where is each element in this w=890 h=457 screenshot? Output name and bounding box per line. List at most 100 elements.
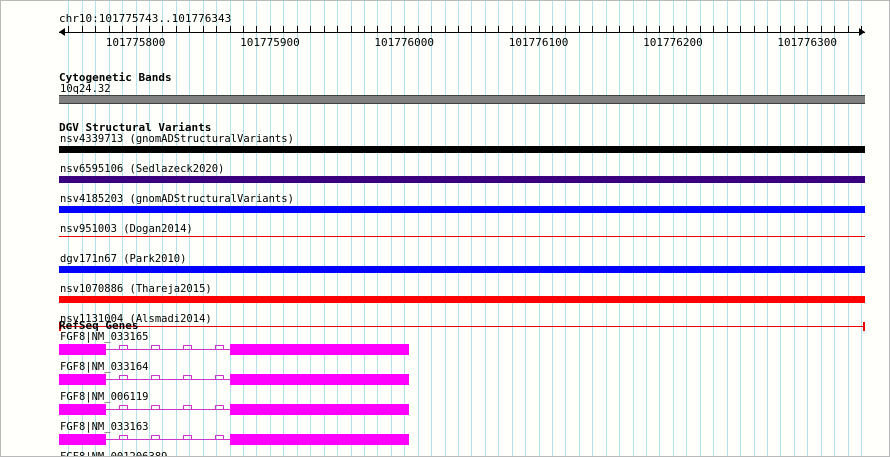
gene-exon[interactable]	[230, 344, 409, 355]
gridline	[834, 1, 835, 456]
dgv-track-label: nsv4185203 (gnomADStructuralVariants)	[60, 193, 294, 205]
ruler-tick	[727, 26, 728, 33]
ruler-tick-label: 101776000	[374, 36, 435, 49]
locus-title: chr10:101775743..101776343	[59, 12, 232, 25]
dgv-variant-bar[interactable]	[59, 296, 865, 303]
arrow-right-icon[interactable]	[859, 28, 865, 36]
intron-direction-chevron	[151, 435, 160, 439]
gridline	[283, 1, 284, 456]
gridline	[740, 1, 741, 456]
gene-intron	[106, 439, 230, 440]
gridline	[404, 1, 405, 456]
ruler-tick	[767, 26, 768, 33]
ruler-tick	[364, 26, 365, 33]
gridline	[230, 1, 231, 456]
ruler-tick	[740, 26, 741, 33]
ruler-tick	[834, 26, 835, 33]
gridline	[431, 1, 432, 456]
intron-direction-chevron	[119, 405, 128, 409]
ruler-tick	[95, 26, 96, 33]
ruler-tick	[861, 26, 862, 33]
ruler-tick	[136, 26, 137, 33]
ruler-tick	[780, 26, 781, 33]
variant-end-cap	[863, 322, 865, 331]
ruler-tick	[418, 26, 419, 33]
gridline	[337, 1, 338, 456]
gridline	[619, 1, 620, 456]
gene-exon[interactable]	[59, 434, 106, 445]
ruler-tick	[431, 26, 432, 33]
gene-exon[interactable]	[230, 374, 409, 385]
gridline	[579, 1, 580, 456]
intron-direction-chevron	[119, 375, 128, 379]
ruler-tick	[216, 26, 217, 33]
gridline	[512, 1, 513, 456]
gridline	[807, 1, 808, 456]
gridline	[646, 1, 647, 456]
intron-direction-chevron	[215, 375, 224, 379]
ruler-tick	[552, 26, 553, 33]
ruler-tick	[525, 26, 526, 33]
dgv-variant-bar[interactable]	[59, 266, 865, 273]
gridline	[700, 1, 701, 456]
gridline	[767, 1, 768, 456]
gridline	[606, 1, 607, 456]
gridline	[794, 1, 795, 456]
dgv-variant-bar[interactable]	[59, 326, 865, 327]
ruler-tick	[176, 26, 177, 33]
ruler-tick	[68, 26, 69, 33]
ruler-tick	[807, 26, 808, 33]
ruler-tick	[606, 26, 607, 33]
coordinate-ruler[interactable]: chr10:101775743..101776343 101775800 1017…	[1, 1, 889, 53]
refseq-gene-label: FGF8|NM_006119	[60, 391, 149, 403]
ruler-tick	[794, 26, 795, 33]
ruler-tick	[109, 26, 110, 33]
gridline	[539, 1, 540, 456]
ruler-tick	[377, 26, 378, 33]
ruler-tick	[189, 26, 190, 33]
refseq-gene-label: FGF8|NM_033165	[60, 331, 149, 343]
gridline	[754, 1, 755, 456]
gene-exon[interactable]	[230, 404, 409, 415]
intron-direction-chevron	[183, 345, 192, 349]
ruler-tick	[391, 26, 392, 33]
ruler-axis-line	[59, 32, 865, 33]
intron-direction-chevron	[151, 405, 160, 409]
ruler-tick	[351, 26, 352, 33]
gridline	[364, 1, 365, 456]
gridline	[673, 1, 674, 456]
ruler-tick	[324, 26, 325, 33]
gene-exon[interactable]	[230, 434, 409, 445]
intron-direction-chevron	[183, 435, 192, 439]
gene-intron	[106, 379, 230, 380]
gridline	[216, 1, 217, 456]
gridline	[243, 1, 244, 456]
dgv-variant-bar[interactable]	[59, 236, 865, 237]
dgv-variant-bar[interactable]	[59, 176, 865, 183]
gridline	[565, 1, 566, 456]
refseq-gene-label: FGF8|NM_001206389	[60, 451, 168, 457]
cytoband-bar-0[interactable]	[59, 95, 865, 104]
gridline	[498, 1, 499, 456]
gene-exon[interactable]	[59, 404, 106, 415]
ruler-tick	[673, 26, 674, 33]
cytoband-label-0: 10q24.32	[60, 83, 111, 95]
gridline	[324, 1, 325, 456]
ruler-tick	[713, 26, 714, 33]
gene-exon[interactable]	[59, 344, 106, 355]
ruler-tick	[162, 26, 163, 33]
dgv-variant-bar[interactable]	[59, 206, 865, 213]
gridline	[861, 1, 862, 456]
intron-direction-chevron	[119, 435, 128, 439]
gridline	[552, 1, 553, 456]
gridline	[525, 1, 526, 456]
ruler-tick	[485, 26, 486, 33]
gene-exon[interactable]	[59, 374, 106, 385]
ruler-tick	[512, 26, 513, 33]
dgv-variant-bar[interactable]	[59, 146, 865, 153]
ruler-tick	[297, 26, 298, 33]
gridline	[256, 1, 257, 456]
arrow-left-icon[interactable]	[59, 28, 65, 36]
gridline	[727, 1, 728, 456]
